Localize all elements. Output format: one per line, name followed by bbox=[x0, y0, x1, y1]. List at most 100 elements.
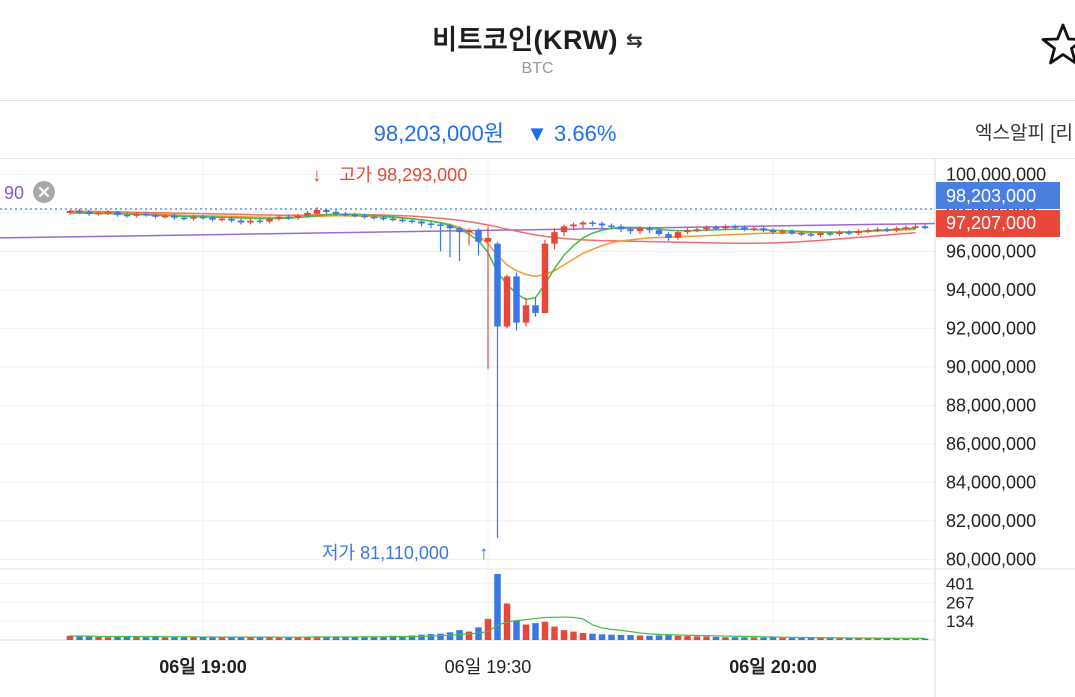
header-bar: 비트코인(KRW) ⇆ BTC bbox=[0, 0, 1075, 101]
current-price-tag bbox=[936, 182, 1060, 209]
volume-bar bbox=[247, 637, 254, 640]
candle-body bbox=[237, 220, 245, 223]
volume-bar bbox=[636, 635, 644, 640]
candle-body bbox=[798, 233, 805, 235]
volume-bar bbox=[883, 638, 891, 640]
volume-bar bbox=[750, 637, 758, 640]
candle-body bbox=[465, 230, 473, 233]
candle-body bbox=[541, 243, 549, 313]
volume-bar bbox=[655, 635, 663, 640]
exchange-tab[interactable]: 엑스알피 [리 bbox=[975, 123, 1073, 144]
volume-tick-label: 267 bbox=[946, 594, 974, 613]
change-badge: ▼ 3.66% bbox=[526, 121, 616, 146]
high-label: 고가 98,293,000 bbox=[339, 165, 467, 185]
volume-bar bbox=[228, 637, 235, 640]
candle-body bbox=[256, 220, 264, 223]
candle-body bbox=[674, 232, 682, 238]
volume-ma bbox=[69, 616, 926, 639]
volume-bar bbox=[522, 624, 530, 640]
candle-body bbox=[921, 226, 929, 229]
volume-bar bbox=[76, 636, 83, 640]
candle-body bbox=[399, 219, 406, 222]
volume-bar bbox=[399, 636, 406, 640]
volume-tick-label: 401 bbox=[946, 575, 974, 594]
candle-body bbox=[598, 223, 606, 226]
candle-body bbox=[247, 220, 254, 223]
candle-body bbox=[209, 217, 216, 220]
volume-bar bbox=[646, 635, 653, 640]
candle-body bbox=[693, 229, 701, 231]
candle-body bbox=[85, 211, 93, 214]
candle-body bbox=[104, 211, 112, 214]
candle-body bbox=[874, 229, 881, 231]
volume-bar bbox=[199, 637, 207, 640]
volume-bar bbox=[323, 636, 330, 640]
candle-body bbox=[883, 229, 891, 231]
candle-body bbox=[342, 213, 349, 216]
ma-long-line bbox=[69, 210, 916, 245]
candle-body bbox=[551, 232, 558, 244]
volume-bar bbox=[864, 638, 872, 640]
volume-bar bbox=[779, 637, 786, 640]
indicator-chip[interactable]: 90 bbox=[4, 181, 55, 203]
candle-body bbox=[76, 210, 83, 213]
candle-body bbox=[171, 215, 178, 218]
volume-bar bbox=[722, 637, 729, 640]
volume-bar bbox=[912, 638, 919, 640]
volume-bar bbox=[114, 636, 121, 640]
candle-body bbox=[570, 224, 577, 227]
volume-bar bbox=[703, 636, 710, 640]
volume-bar bbox=[874, 638, 881, 640]
volume-bar bbox=[760, 637, 767, 640]
candle-body bbox=[475, 230, 482, 242]
candle-body bbox=[608, 225, 615, 227]
candle-body bbox=[912, 226, 919, 228]
price-tick-label: 96,000,000 bbox=[946, 241, 1036, 261]
low-label: 저가 81,110,000 bbox=[322, 543, 449, 563]
swap-arrows-icon[interactable]: ⇆ bbox=[626, 30, 643, 52]
indicator-value: 90 bbox=[4, 183, 24, 203]
volume-bar bbox=[104, 637, 112, 640]
volume-bar bbox=[446, 632, 454, 640]
candle-body bbox=[769, 230, 777, 233]
candle-body bbox=[513, 276, 520, 323]
price-tick-label: 84,000,000 bbox=[946, 472, 1036, 492]
volume-bar bbox=[484, 618, 492, 640]
current-price-text: 98,203,000 bbox=[946, 186, 1036, 206]
volume-bar bbox=[741, 637, 748, 640]
candle-body bbox=[532, 305, 539, 313]
candle-body bbox=[703, 227, 710, 230]
secondary-price-tag bbox=[936, 210, 1060, 237]
candle-body bbox=[845, 232, 853, 234]
candle-body bbox=[190, 216, 197, 219]
ma-mid-line bbox=[69, 211, 916, 278]
volume-bar bbox=[589, 633, 596, 640]
star-outline-icon[interactable] bbox=[1040, 22, 1075, 68]
price-tick-label: 92,000,000 bbox=[946, 318, 1036, 338]
candle-body bbox=[760, 228, 767, 231]
volume-bar bbox=[836, 638, 843, 640]
volume-bar bbox=[560, 630, 568, 640]
volume-bar bbox=[617, 634, 625, 640]
high-arrow-icon: ↓ bbox=[312, 165, 322, 186]
coin-symbol: BTC bbox=[521, 60, 554, 77]
volume-bar bbox=[845, 638, 853, 640]
volume-bar bbox=[304, 636, 311, 640]
candle-body bbox=[684, 230, 691, 233]
change-percent: 3.66% bbox=[554, 121, 617, 146]
candle-body bbox=[351, 214, 359, 217]
candle-body bbox=[893, 228, 900, 231]
time-tick-label: 06일 19:30 bbox=[445, 657, 532, 677]
candle-body bbox=[826, 233, 834, 235]
candle-body bbox=[589, 222, 596, 225]
candle-body bbox=[228, 218, 235, 221]
candle-body bbox=[437, 224, 444, 226]
volume-bar bbox=[627, 635, 634, 640]
coin-title[interactable]: 비트코인(KRW) bbox=[432, 25, 619, 55]
candle-body bbox=[807, 234, 815, 236]
candle-body bbox=[788, 231, 796, 234]
price-chart[interactable]: 100,000,00098,000,00096,000,00094,000,00… bbox=[0, 159, 1075, 697]
candle-body bbox=[66, 210, 74, 213]
volume-bar bbox=[579, 632, 587, 640]
volume-bar bbox=[152, 636, 159, 640]
